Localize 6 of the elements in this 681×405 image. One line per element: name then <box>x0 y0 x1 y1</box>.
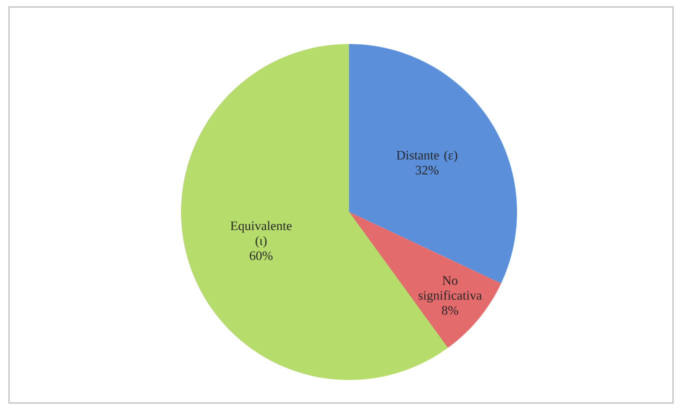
slice-label: Equivalente (ι) <box>230 221 292 248</box>
slice-label: No significativa <box>418 276 482 302</box>
data-label: 8% <box>442 306 458 315</box>
data-label: 32% <box>416 166 438 175</box>
data-label: 60% <box>250 251 273 260</box>
slice-label: Distante (ε) <box>396 150 458 162</box>
